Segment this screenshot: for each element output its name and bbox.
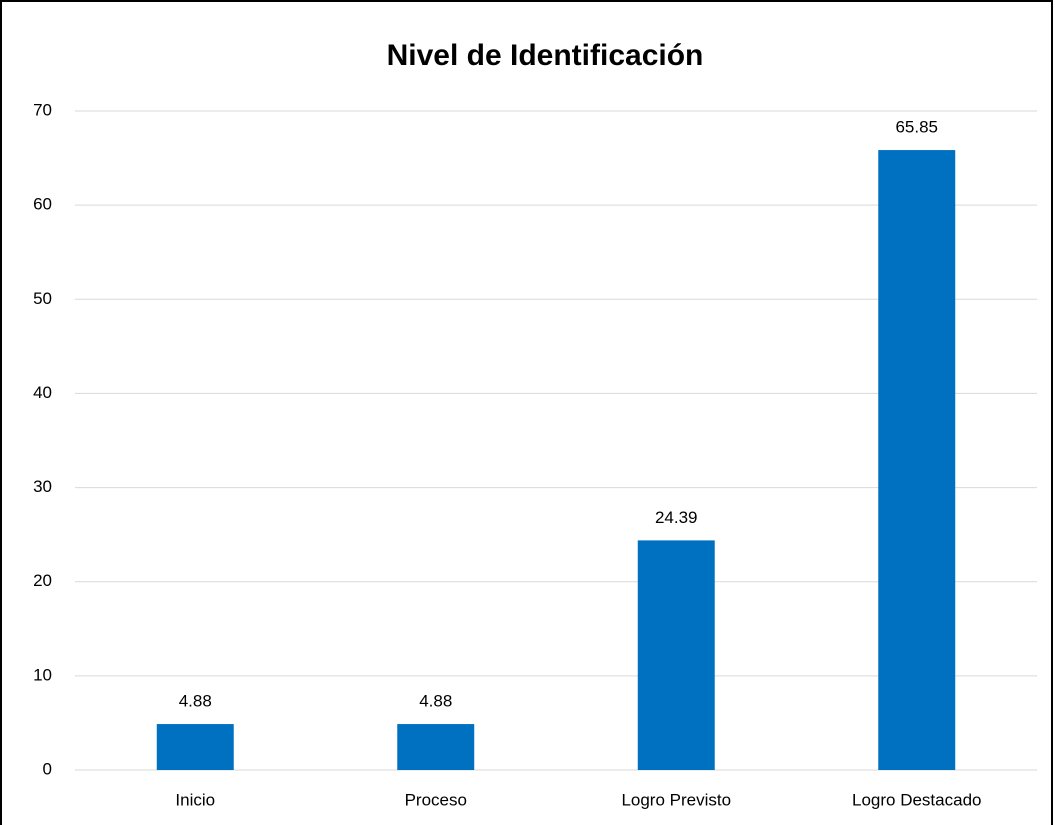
y-tick-label: 40 — [33, 383, 52, 402]
data-label: 4.88 — [419, 692, 452, 711]
x-tick-label: Proceso — [405, 790, 467, 809]
bar — [397, 724, 475, 770]
data-label: 65.85 — [895, 118, 938, 137]
x-tick-label: Inicio — [175, 790, 215, 809]
bar — [156, 724, 234, 770]
y-tick-label: 70 — [33, 100, 52, 119]
y-tick-label: 20 — [33, 571, 52, 590]
data-label: 4.88 — [179, 692, 212, 711]
data-label: 24.39 — [655, 508, 698, 527]
y-tick-label: 30 — [33, 477, 52, 496]
chart-title: Nivel de Identificación — [387, 39, 704, 72]
bar — [878, 150, 956, 771]
y-tick-label: 0 — [43, 759, 52, 778]
bar — [637, 540, 715, 770]
y-tick-label: 50 — [33, 289, 52, 308]
y-tick-label: 10 — [33, 665, 52, 684]
x-tick-label: Logro Destacado — [852, 790, 981, 809]
x-tick-label: Logro Previsto — [621, 790, 731, 809]
y-tick-label: 60 — [33, 195, 52, 214]
